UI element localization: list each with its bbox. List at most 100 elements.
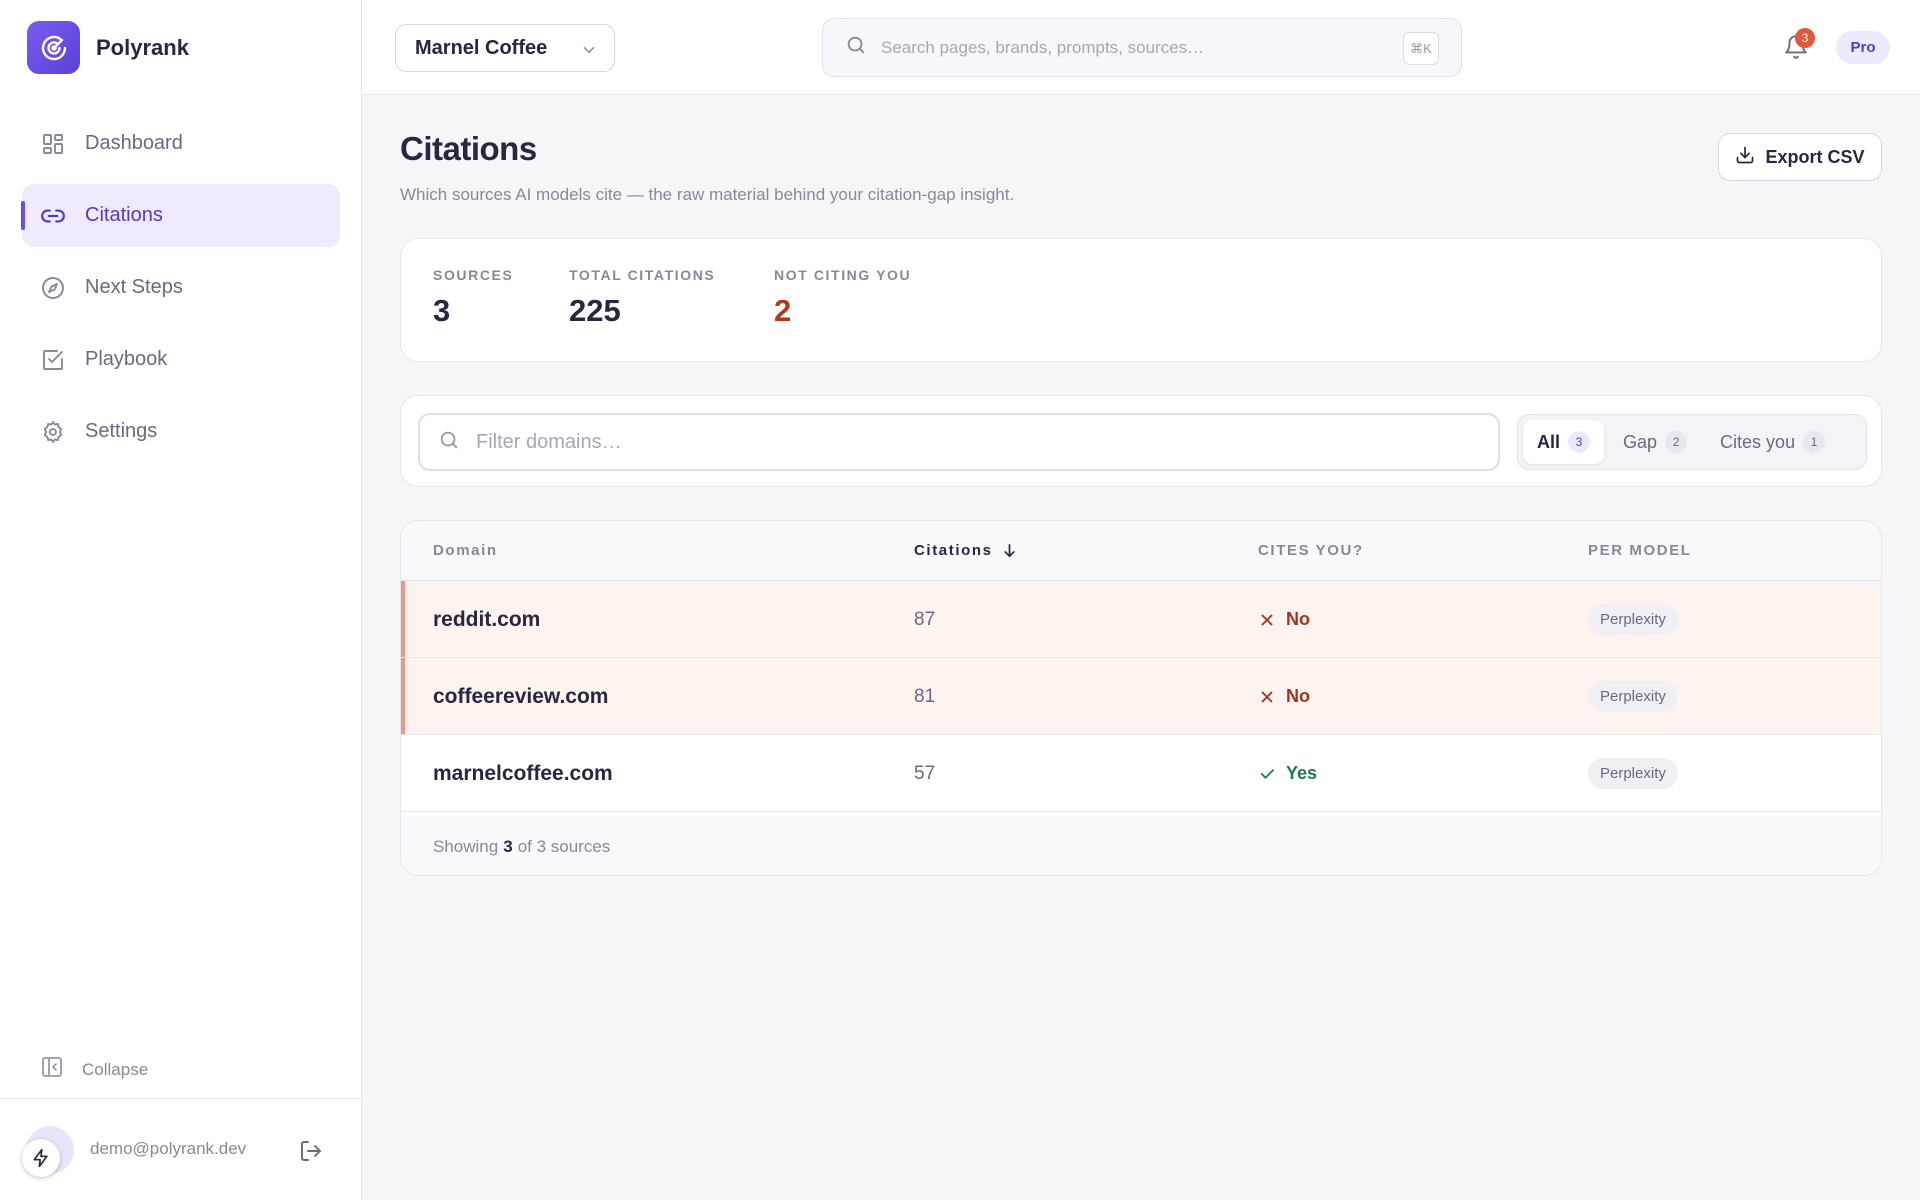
sidebar-footer: demo@polyrank.dev — [0, 1098, 361, 1200]
topbar: Marnel Coffee ⌘K 3 Pro — [362, 0, 1920, 95]
brand-selector[interactable]: Marnel Coffee — [395, 24, 615, 72]
table-row[interactable]: coffeereview.com 81 No Perplexity — [401, 658, 1881, 735]
stat-value: 2 — [774, 293, 792, 328]
gear-icon — [40, 419, 66, 445]
row-cites-you: Yes — [1258, 735, 1317, 812]
sidebar-item-settings[interactable]: Settings — [22, 400, 340, 463]
bolt-icon[interactable] — [22, 1139, 60, 1177]
row-domain: marnelcoffee.com — [433, 761, 613, 785]
citation-filter-segments: All 3 Gap 2 Cites you 1 — [1517, 414, 1867, 470]
sidebar-item-playbook[interactable]: Playbook — [22, 328, 340, 391]
segment-label: Gap — [1623, 431, 1658, 452]
stat-value: 225 — [569, 293, 621, 328]
segment-all[interactable]: All 3 — [1523, 420, 1605, 464]
column-header-label: Citations — [914, 542, 993, 559]
cites-you-value: Yes — [1286, 763, 1318, 783]
footer-suffix: of 3 sources — [517, 836, 611, 856]
row-per-model: Perplexity — [1588, 658, 1678, 735]
model-pill: Perplexity — [1588, 604, 1678, 635]
column-header-citations[interactable]: Citations — [914, 542, 1018, 559]
row-domain: coffeereview.com — [433, 684, 609, 708]
cites-you-value: No — [1286, 686, 1310, 706]
sidebar-item-dashboard[interactable]: Dashboard — [22, 112, 340, 175]
sidebar-item-citations[interactable]: Citations — [21, 184, 340, 247]
citations-table: Domain Citations CITES YOU? PER MODEL re… — [400, 520, 1882, 876]
page-title: Citations — [400, 130, 537, 167]
compass-icon — [40, 275, 66, 301]
collapse-sidebar-button[interactable]: Collapse — [40, 1055, 148, 1084]
segment-count: 3 — [1568, 431, 1591, 453]
search-shortcut-hint: ⌘K — [1403, 32, 1439, 65]
column-header-domain[interactable]: Domain — [433, 542, 498, 559]
row-per-model: Perplexity — [1588, 735, 1678, 812]
domain-filter — [418, 413, 1500, 471]
model-pill: Perplexity — [1588, 758, 1678, 789]
plan-badge[interactable]: Pro — [1836, 31, 1890, 64]
table-header: Domain Citations CITES YOU? PER MODEL — [401, 521, 1881, 581]
table-row[interactable]: marnelcoffee.com 57 Yes Perplexity — [401, 735, 1881, 812]
stat-label: SOURCES — [433, 267, 514, 283]
checkbox-icon — [40, 347, 66, 373]
export-csv-button[interactable]: Export CSV — [1718, 133, 1882, 181]
segment-label: Cites you — [1720, 431, 1796, 452]
row-citations: 87 — [914, 608, 936, 630]
model-pill: Perplexity — [1588, 681, 1678, 712]
table-row[interactable]: reddit.com 87 No Perplexity — [401, 581, 1881, 658]
segment-label: All — [1537, 431, 1561, 452]
stat-not-citing-you: NOT CITING YOU 2 — [774, 267, 911, 329]
search-icon — [438, 429, 460, 456]
download-icon — [1735, 145, 1755, 170]
logout-icon[interactable] — [298, 1138, 324, 1164]
sidebar-nav: Dashboard Citations Next Steps — [21, 112, 340, 472]
domain-filter-input[interactable] — [476, 430, 1456, 454]
collapse-label: Collapse — [82, 1059, 149, 1079]
sidebar-item-label: Next Steps — [85, 276, 183, 298]
sidebar-item-label: Dashboard — [85, 132, 183, 154]
stat-label: TOTAL CITATIONS — [569, 267, 716, 283]
sidebar-item-label: Playbook — [85, 348, 168, 370]
row-citations: 57 — [914, 762, 936, 784]
brand-name: Polyrank — [96, 34, 189, 60]
stat-sources: SOURCES 3 — [433, 267, 513, 329]
brand-selector-label: Marnel Coffee — [415, 36, 548, 59]
grid-icon — [40, 131, 66, 157]
sidebar-collapse-icon — [40, 1055, 64, 1084]
row-citations: 81 — [914, 685, 936, 707]
footer-shown-count: 3 — [503, 836, 513, 856]
link-icon — [40, 203, 66, 229]
radar-logo-icon — [27, 21, 80, 74]
notification-count-badge: 3 — [1795, 28, 1815, 48]
x-icon — [1258, 611, 1276, 629]
export-csv-label: Export CSV — [1765, 146, 1865, 167]
row-cites-you: No — [1258, 658, 1310, 735]
segment-cites-you[interactable]: Cites you 1 — [1706, 420, 1839, 464]
segment-count: 1 — [1803, 431, 1826, 453]
check-icon — [1258, 765, 1276, 783]
cites-you-value: No — [1286, 609, 1310, 629]
segment-gap[interactable]: Gap 2 — [1609, 420, 1701, 464]
row-per-model: Perplexity — [1588, 581, 1678, 658]
row-domain: reddit.com — [433, 607, 541, 631]
row-cites-you: No — [1258, 581, 1310, 658]
sidebar-item-label: Settings — [85, 420, 158, 442]
stats-card: SOURCES 3 TOTAL CITATIONS 225 NOT CITING… — [400, 238, 1882, 362]
page-subtitle: Which sources AI models cite — the raw m… — [400, 185, 1015, 204]
segment-count: 2 — [1665, 431, 1688, 453]
x-icon — [1258, 688, 1276, 706]
column-header-per-model: PER MODEL — [1588, 542, 1692, 559]
stat-total-citations: TOTAL CITATIONS 225 — [569, 267, 715, 329]
sort-descending-icon — [1001, 542, 1018, 559]
global-search-input[interactable] — [881, 37, 1381, 58]
table-footer: Showing 3 of 3 sources — [401, 816, 1881, 875]
search-icon — [845, 34, 867, 61]
sidebar-item-next-steps[interactable]: Next Steps — [22, 256, 340, 319]
global-search: ⌘K — [822, 18, 1462, 77]
chevron-down-icon — [580, 41, 598, 64]
footer-prefix: Showing — [433, 836, 499, 856]
column-header-cites-you: CITES YOU? — [1258, 542, 1364, 559]
brand[interactable]: Polyrank — [27, 21, 189, 74]
user-email: demo@polyrank.dev — [90, 1139, 247, 1158]
filters-card: All 3 Gap 2 Cites you 1 — [400, 395, 1882, 487]
sidebar-item-label: Citations — [85, 204, 163, 226]
sidebar: Polyrank Dashboard Citations — [0, 0, 362, 1200]
